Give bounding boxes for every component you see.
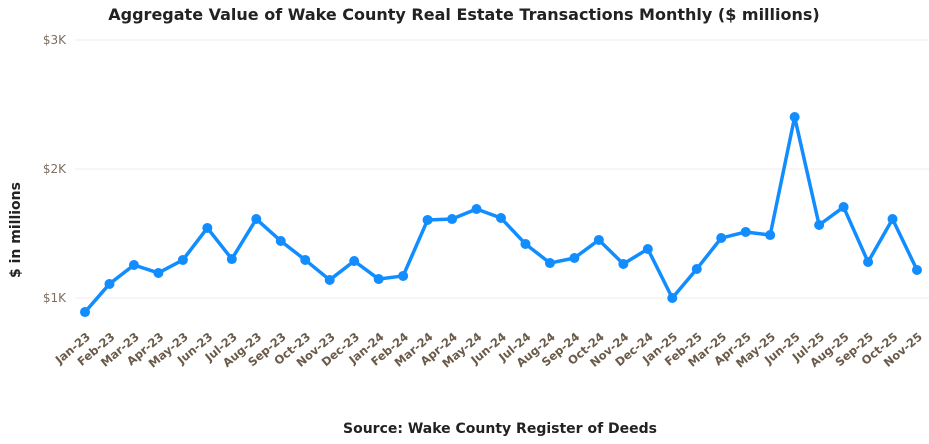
y-tick-label: $3K [43,33,67,47]
data-point-Sep-24[interactable] [569,253,580,264]
data-point-Jan-23[interactable] [80,307,90,318]
data-point-May-23[interactable] [177,254,188,265]
y-tick-label: $2K [43,162,67,176]
data-point-Jun-25[interactable] [789,112,800,123]
data-point-Apr-23[interactable] [153,267,164,278]
data-point-Sep-25[interactable] [863,257,874,268]
data-point-Feb-25[interactable] [691,263,702,274]
data-point-Apr-25[interactable] [740,226,751,237]
data-point-May-24[interactable] [471,203,482,214]
data-point-Oct-25[interactable] [887,214,898,225]
data-point-Jun-23[interactable] [202,222,213,233]
data-point-May-25[interactable] [765,230,776,241]
data-point-Dec-23[interactable] [349,255,360,266]
x-axis-label: Source: Wake County Register of Deeds [343,421,657,437]
data-point-Jul-24[interactable] [520,238,531,249]
data-point-Oct-24[interactable] [593,234,604,245]
data-point-Nov-24[interactable] [618,258,629,269]
data-point-Feb-24[interactable] [398,270,409,281]
data-point-Apr-24[interactable] [447,214,458,225]
data-point-Mar-25[interactable] [716,233,727,244]
data-point-Sep-23[interactable] [275,235,286,246]
y-tick-label: $1K [43,291,67,305]
chart-title: Aggregate Value of Wake County Real Esta… [108,5,819,24]
data-point-Oct-23[interactable] [300,254,311,265]
data-point-Mar-24[interactable] [422,214,433,225]
data-point-Nov-23[interactable] [324,274,335,285]
data-point-Mar-23[interactable] [128,259,139,270]
data-point-Jun-24[interactable] [496,213,506,224]
data-point-Jul-23[interactable] [226,254,237,265]
data-point-Nov-25[interactable] [912,265,922,276]
data-point-Aug-24[interactable] [544,258,555,269]
data-point-Aug-25[interactable] [838,202,849,213]
data-point-Dec-24[interactable] [642,243,653,254]
data-point-Jul-25[interactable] [814,219,825,230]
y-axis-label: $ in millions [8,182,24,278]
data-point-Feb-23[interactable] [104,278,115,289]
data-point-Aug-23[interactable] [251,214,262,225]
data-point-Jan-24[interactable] [373,274,384,285]
data-point-Jan-25[interactable] [667,293,678,303]
